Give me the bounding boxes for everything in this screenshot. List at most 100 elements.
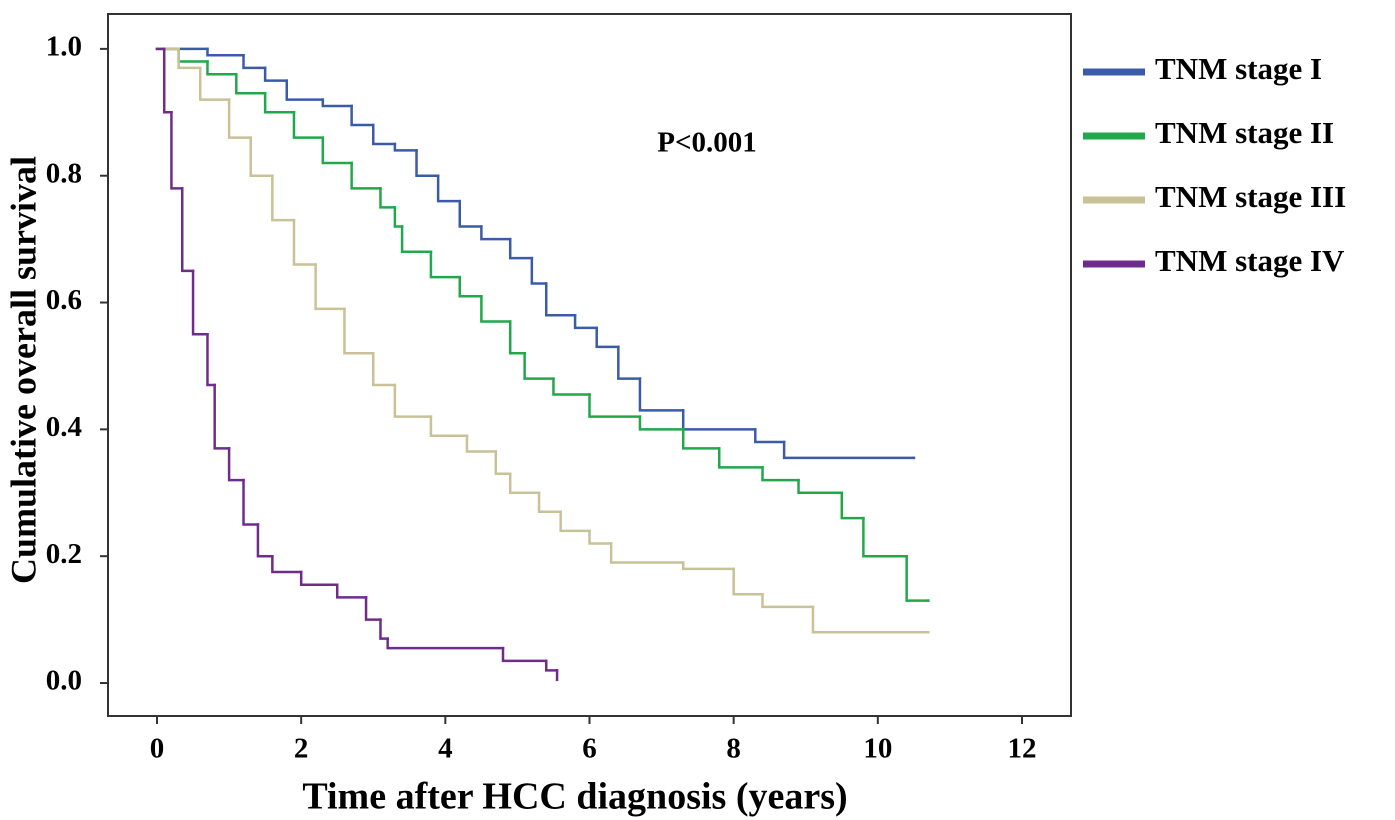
legend-label: TNM stage I: [1155, 51, 1322, 86]
survival-step: [638, 415, 685, 431]
y-tick-label: 1.0: [46, 31, 82, 63]
y-tick-label: 0.2: [46, 538, 82, 570]
survival-step: [191, 269, 209, 336]
survival-step: [545, 282, 577, 317]
survival-step: [379, 618, 389, 640]
survival-step: [379, 187, 397, 209]
survival-step: [285, 79, 325, 101]
survival-step: [508, 237, 534, 260]
survival-step: [537, 491, 562, 514]
survival-step: [638, 377, 685, 412]
survival-step: [321, 98, 353, 108]
plot-frame: [107, 13, 1072, 717]
survival-step: [180, 187, 195, 273]
x-tick-label: 4: [438, 733, 453, 765]
survival-step: [170, 111, 184, 190]
survival-step: [292, 111, 325, 139]
survival-step: [609, 542, 685, 564]
survival-step: [343, 307, 375, 355]
survival-step: [429, 415, 469, 437]
survival-step: [242, 53, 267, 70]
x-tick-label: 0: [150, 733, 165, 765]
survival-step: [206, 60, 238, 76]
survival-step: [545, 659, 559, 672]
survival-step: [393, 383, 433, 418]
survival-step: [782, 440, 916, 460]
survival-step: [350, 161, 382, 190]
survival-step: [761, 466, 800, 482]
survival-step: [681, 409, 757, 431]
legend-label: TNM stage III: [1155, 179, 1346, 214]
survival-step: [573, 313, 598, 330]
survival-step: [364, 596, 382, 621]
survival-step: [588, 393, 642, 418]
survival-step: [717, 447, 764, 469]
survival-step: [508, 472, 541, 495]
x-tick-label: 2: [294, 733, 309, 765]
survival-step: [206, 332, 216, 387]
survival-step: [501, 646, 548, 663]
survival-step: [862, 516, 908, 558]
survival-step: [372, 123, 397, 146]
survival-step: [732, 567, 764, 596]
survival-step: [754, 428, 786, 444]
annotation: P<0.001: [657, 127, 757, 159]
survival-step: [559, 510, 591, 533]
survival-step: [292, 218, 317, 266]
survival-step: [177, 47, 202, 70]
survival-step: [227, 98, 252, 139]
x-tick-label: 8: [726, 733, 741, 765]
survival-step: [480, 225, 512, 241]
y-tick-label: 0.0: [46, 665, 82, 697]
survival-step: [227, 447, 245, 482]
survival-step: [256, 523, 274, 558]
survival-step: [530, 256, 548, 285]
survival-step: [249, 136, 274, 177]
survival-step: [314, 263, 346, 311]
survival-step: [393, 206, 404, 228]
survival-step: [588, 529, 613, 545]
survival-step: [905, 554, 930, 602]
survival-step: [177, 47, 209, 63]
survival-step: [242, 478, 260, 526]
x-tick-label: 12: [1007, 733, 1036, 765]
survival-step: [386, 637, 505, 650]
survival-step: [681, 428, 721, 450]
survival-step: [400, 225, 433, 254]
survival-step: [797, 478, 844, 495]
y-tick-label: 0.4: [46, 411, 82, 443]
x-tick-label: 10: [863, 733, 892, 765]
y-axis-label: Cumulative overall survival: [3, 156, 43, 584]
survival-step: [299, 570, 339, 586]
survival-step: [480, 294, 512, 323]
survival-step: [552, 377, 591, 396]
survival-step: [271, 554, 303, 574]
survival-step: [235, 72, 267, 95]
survival-step: [617, 345, 642, 380]
survival-step: [811, 605, 930, 634]
survival-step: [761, 592, 815, 609]
survival-step: [523, 352, 555, 380]
survival-step: [436, 174, 462, 203]
y-tick-label: 0.6: [46, 284, 82, 316]
survival-step: [458, 275, 483, 298]
legend-label: TNM stage II: [1155, 115, 1334, 150]
survival-step: [271, 174, 296, 222]
legend-label: TNM stage IV: [1155, 243, 1345, 278]
survival-step: [350, 104, 375, 127]
survival-step: [206, 47, 245, 57]
y-tick-label: 0.8: [46, 157, 82, 189]
survival-step: [840, 491, 865, 520]
x-axis-label: Time after HCC diagnosis (years): [302, 776, 847, 818]
survival-step: [508, 320, 526, 355]
survival-step: [494, 450, 512, 476]
survival-step: [393, 142, 418, 152]
survival-step: [263, 92, 296, 114]
survival-step: [681, 561, 735, 571]
x-tick-label: 6: [582, 733, 597, 765]
survival-step: [595, 326, 620, 349]
survival-step: [429, 250, 462, 279]
survival-step: [199, 66, 231, 101]
survival-step: [263, 66, 289, 82]
